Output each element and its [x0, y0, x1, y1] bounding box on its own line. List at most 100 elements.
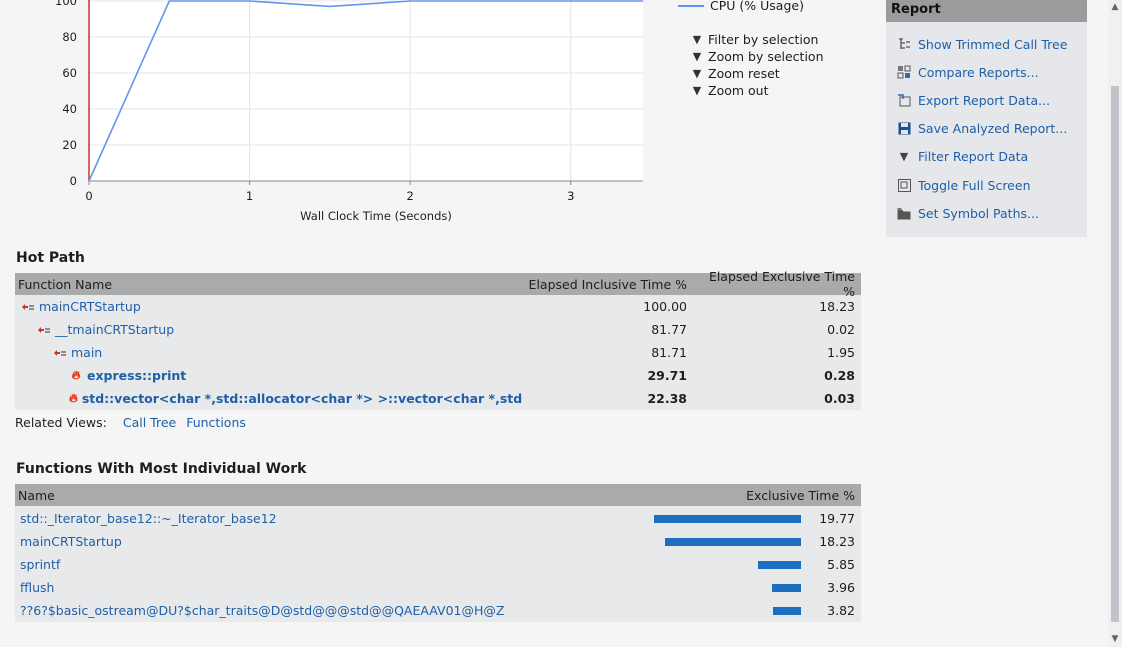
related-views-label: Related Views: — [15, 415, 107, 430]
y-tick-label: 20 — [62, 138, 77, 152]
zoom-out-icon: ▼ — [692, 84, 702, 97]
table-row: 🔥︎ std::vector<char *,std::allocator<cha… — [15, 387, 861, 410]
function-link[interactable]: __tmainCRTStartup — [55, 322, 175, 337]
fullscreen-icon — [897, 178, 911, 192]
function-link[interactable]: ??6?$basic_ostream@DU?$char_traits@D@std… — [20, 603, 505, 618]
exclusive-time-bar — [757, 560, 801, 569]
show-trimmed-call-tree-label: Show Trimmed Call Tree — [918, 36, 1068, 52]
function-link[interactable]: std::vector<char *,std::allocator<char *… — [81, 391, 522, 406]
export-icon — [897, 93, 911, 107]
column-inclusive-time[interactable]: Elapsed Inclusive Time % — [528, 276, 687, 292]
zoom-out-button[interactable]: ▼ Zoom out — [690, 82, 824, 99]
cpu-usage-line — [88, 0, 643, 182]
zoom-by-selection-label: Zoom by selection — [708, 49, 824, 64]
x-tick-label: 2 — [406, 189, 413, 203]
exclusive-value: 18.23 — [819, 534, 855, 549]
table-row: __tmainCRTStartup 81.77 0.02 — [15, 318, 861, 341]
filter-icon: ▼ — [899, 150, 909, 164]
legend-item-cpu: CPU (% Usage) — [678, 0, 804, 14]
save-analyzed-report-label: Save Analyzed Report... — [918, 121, 1068, 137]
zoom-actions: ▼ Filter by selection ▼ Zoom by selectio… — [690, 31, 824, 99]
call-tree-icon — [897, 37, 911, 51]
individual-work-header-row: Name Exclusive Time % — [15, 484, 861, 506]
cpu-series-swatch — [678, 4, 704, 7]
folder-icon — [897, 206, 911, 220]
y-tick-label: 40 — [62, 102, 77, 116]
y-tick-label: 0 — [70, 174, 77, 188]
report-panel: Report Show Trimmed Call Tree Compare Re… — [886, 0, 1087, 237]
scroll-up-arrow-icon[interactable]: ▲ — [1111, 2, 1119, 12]
scroll-thumb[interactable] — [1111, 86, 1119, 622]
inclusive-value: 22.38 — [647, 391, 687, 406]
zoom-reset-label: Zoom reset — [708, 66, 780, 81]
filter-report-data-link[interactable]: ▼ Filter Report Data — [886, 143, 1087, 171]
function-link[interactable]: fflush — [20, 580, 55, 595]
set-symbol-paths-link[interactable]: Set Symbol Paths... — [886, 199, 1087, 227]
column-exclusive-time[interactable]: Elapsed Exclusive Time % — [708, 269, 855, 299]
inclusive-value: 100.00 — [643, 299, 687, 314]
zoom-reset-button[interactable]: ▼ Zoom reset — [690, 65, 824, 82]
hot-path-title: Hot Path — [16, 250, 85, 266]
export-report-data-label: Export Report Data... — [918, 92, 1051, 108]
exclusive-value: 3.96 — [827, 580, 855, 595]
flame-icon: 🔥︎ — [71, 368, 81, 382]
column-exclusive-time[interactable]: Exclusive Time % — [746, 487, 855, 503]
vertical-scrollbar[interactable]: ▲ ▼ — [1108, 0, 1122, 647]
filter-by-selection-label: Filter by selection — [708, 32, 819, 47]
x-tick-label: 0 — [85, 189, 92, 203]
table-row: 🔥︎ express::print 29.71 0.28 — [15, 364, 861, 387]
function-link[interactable]: main — [71, 345, 103, 360]
compare-reports-label: Compare Reports... — [918, 64, 1039, 80]
call-tree-link[interactable]: Call Tree — [122, 415, 177, 430]
exclusive-time-bar-track — [651, 606, 801, 615]
function-link[interactable]: mainCRTStartup — [20, 534, 122, 549]
function-link[interactable]: express::print — [87, 368, 187, 383]
function-link[interactable]: sprintf — [20, 557, 61, 572]
hot-path-header-row: Function Name Elapsed Inclusive Time % E… — [15, 269, 861, 299]
y-tick-label: 60 — [62, 66, 77, 80]
exclusive-time-bar — [665, 537, 801, 546]
table-row: sprintf 5.85 — [15, 553, 861, 576]
zoom-out-label: Zoom out — [708, 83, 769, 98]
show-trimmed-call-tree-link[interactable]: Show Trimmed Call Tree — [886, 30, 1087, 58]
y-tick-label: 100 — [55, 0, 77, 8]
save-analyzed-report-link[interactable]: Save Analyzed Report... — [886, 115, 1087, 143]
table-row: mainCRTStartup 100.00 18.23 — [15, 295, 861, 318]
column-function-name[interactable]: Function Name — [18, 276, 113, 292]
export-report-data-link[interactable]: Export Report Data... — [886, 86, 1087, 114]
scroll-down-arrow-icon[interactable]: ▼ — [1111, 634, 1119, 644]
x-axis-label: Wall Clock Time (Seconds) — [300, 209, 452, 223]
filter-by-selection-button[interactable]: ▼ Filter by selection — [690, 31, 824, 48]
filter-report-data-label: Filter Report Data — [918, 149, 1029, 165]
toggle-full-screen-link[interactable]: Toggle Full Screen — [886, 171, 1087, 199]
set-symbol-paths-label: Set Symbol Paths... — [918, 205, 1039, 221]
table-row: mainCRTStartup 18.23 — [15, 530, 861, 553]
exclusive-time-bar — [771, 583, 801, 592]
column-name[interactable]: Name — [18, 487, 55, 503]
function-link[interactable]: mainCRTStartup — [39, 299, 141, 314]
report-header: Report — [886, 0, 1087, 22]
exclusive-time-bar — [654, 514, 801, 523]
inclusive-value: 29.71 — [647, 368, 687, 383]
exclusive-value: 3.82 — [827, 603, 855, 618]
hot-path-icon — [53, 347, 67, 359]
table-row: main 81.71 1.95 — [15, 341, 861, 364]
cpu-usage-chart[interactable]: 0 20 40 60 80 100 0 1 2 3 Wall Clock Time (Seconds… — [0, 0, 660, 230]
y-tick-label: 80 — [62, 30, 77, 44]
function-link[interactable]: std::_Iterator_base12::~_Iterator_base12 — [20, 511, 277, 526]
toggle-full-screen-label: Toggle Full Screen — [918, 177, 1031, 193]
chart-legend: CPU (% Usage) — [678, 0, 804, 14]
x-tick-label: 1 — [246, 189, 253, 203]
filter-icon: ▼ — [692, 33, 702, 46]
compare-reports-link[interactable]: Compare Reports... — [886, 58, 1087, 86]
exclusive-value: 19.77 — [819, 511, 855, 526]
exclusive-time-bar-track — [651, 514, 801, 523]
exclusive-value: 0.02 — [827, 322, 855, 337]
table-row: ??6?$basic_ostream@DU?$char_traits@D@std… — [15, 599, 861, 622]
compare-icon — [897, 65, 911, 79]
zoom-by-selection-button[interactable]: ▼ Zoom by selection — [690, 48, 824, 65]
hot-path-icon — [21, 301, 35, 313]
related-views: Related Views: Call Tree Functions — [15, 415, 246, 430]
functions-link[interactable]: Functions — [186, 415, 246, 430]
exclusive-value: 5.85 — [827, 557, 855, 572]
